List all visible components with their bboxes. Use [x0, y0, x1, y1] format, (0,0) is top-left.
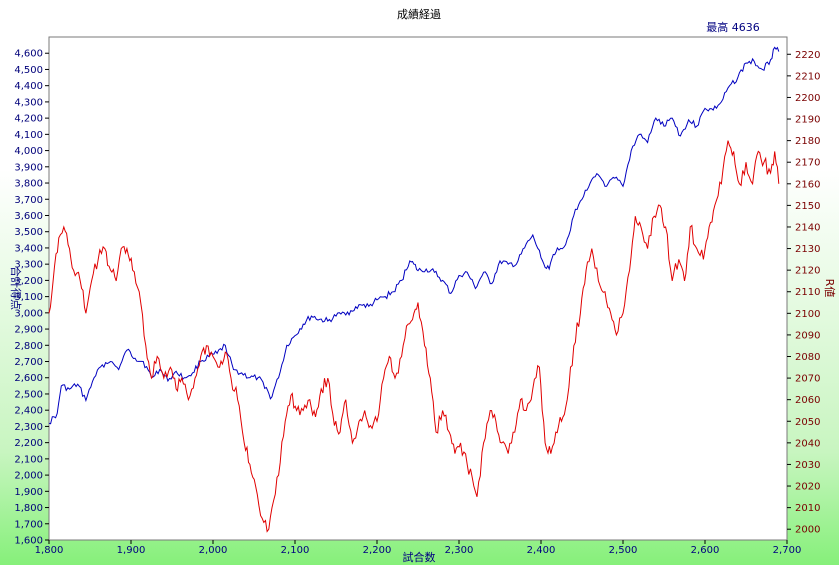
right-axis-title: R値 — [823, 279, 836, 298]
right-tick-label: 2140 — [795, 222, 820, 233]
right-tick-label: 2020 — [795, 482, 820, 493]
right-tick-label: 2070 — [795, 374, 820, 385]
max-annotation: 最高 4636 — [706, 20, 760, 34]
chart-title: 成績経過 — [397, 7, 441, 21]
left-tick-label: 3,400 — [14, 243, 43, 254]
left-tick-label: 2,900 — [14, 325, 43, 336]
x-axis: 1,800 1,900 2,000 2,100 2,200 2,300 2,400 2,500… — [35, 540, 802, 556]
right-tick-label: 2130 — [795, 244, 820, 255]
left-tick-label: 2,600 — [14, 373, 43, 384]
left-tick-label: 3,500 — [14, 227, 43, 238]
left-tick-label: 4,500 — [14, 65, 43, 76]
left-axis: 1,600 1,700 1,800 1,900 2,000 2,100 2,200 2,300… — [14, 49, 49, 547]
left-tick-label: 1,800 — [14, 503, 43, 514]
left-tick-label: 2,100 — [14, 454, 43, 465]
series-group — [48, 46, 780, 533]
left-tick-label: 3,800 — [14, 179, 43, 190]
right-tick-label: 2050 — [795, 417, 820, 428]
right-tick-label: 2110 — [795, 287, 820, 298]
right-tick-label: 2060 — [795, 395, 820, 406]
x-tick-label: 2,000 — [199, 545, 228, 556]
right-tick-label: 2100 — [795, 309, 820, 320]
left-tick-label: 2,800 — [14, 341, 43, 352]
x-tick-label: 2,100 — [281, 545, 310, 556]
right-tick-label: 2150 — [795, 201, 820, 212]
left-tick-label: 3,600 — [14, 211, 43, 222]
right-tick-label: 2010 — [795, 503, 820, 514]
left-tick-label: 2,400 — [14, 406, 43, 417]
right-tick-label: 2030 — [795, 460, 820, 471]
left-tick-label: 3,200 — [14, 276, 43, 287]
plot-area — [48, 36, 788, 541]
x-tick-label: 2,200 — [363, 545, 392, 556]
left-tick-label: 3,100 — [14, 292, 43, 303]
left-tick-label: 2,200 — [14, 438, 43, 449]
x-tick-label: 1,900 — [117, 545, 146, 556]
left-tick-label: 2,500 — [14, 389, 43, 400]
right-tick-label: 2040 — [795, 438, 820, 449]
right-tick-label: 2180 — [795, 136, 820, 147]
x-tick-label: 1,800 — [35, 545, 64, 556]
right-tick-label: 2210 — [795, 71, 820, 82]
right-tick-label: 2090 — [795, 330, 820, 341]
left-tick-label: 4,600 — [14, 49, 43, 60]
left-tick-label: 4,200 — [14, 114, 43, 125]
right-tick-label: 2000 — [795, 525, 820, 536]
right-tick-label: 2120 — [795, 266, 820, 277]
left-tick-label: 4,400 — [14, 81, 43, 92]
right-tick-label: 2170 — [795, 158, 820, 169]
right-tick-label: 2160 — [795, 179, 820, 190]
x-tick-label: 2,300 — [445, 545, 474, 556]
r-value-line — [48, 140, 780, 533]
left-tick-label: 2,300 — [14, 422, 43, 433]
left-tick-label: 4,100 — [14, 130, 43, 141]
total-score-line — [48, 46, 780, 425]
left-tick-label: 1,900 — [14, 487, 43, 498]
left-tick-label: 4,000 — [14, 146, 43, 157]
left-tick-label: 3,700 — [14, 195, 43, 206]
left-tick-label: 2,000 — [14, 471, 43, 482]
left-tick-label: 3,900 — [14, 162, 43, 173]
x-tick-label: 2,600 — [691, 545, 720, 556]
right-tick-label: 2190 — [795, 115, 820, 126]
left-tick-label: 3,000 — [14, 308, 43, 319]
x-tick-label: 2,500 — [609, 545, 638, 556]
left-tick-label: 2,700 — [14, 357, 43, 368]
right-axis: 2000 2010 2020 2030 2040 2050 2060 2070 2080 2090… — [787, 50, 820, 536]
right-tick-label: 2080 — [795, 352, 820, 363]
x-axis-title: 試合数 — [403, 550, 436, 564]
left-axis-title: 合計得点 — [9, 266, 23, 310]
x-tick-label: 2,700 — [773, 545, 802, 556]
right-tick-label: 2220 — [795, 50, 820, 61]
left-tick-label: 3,300 — [14, 260, 43, 271]
left-tick-label: 1,700 — [14, 519, 43, 530]
left-tick-label: 4,300 — [14, 97, 43, 108]
right-tick-label: 2200 — [795, 93, 820, 104]
left-tick-label: 1,600 — [14, 536, 43, 547]
x-tick-label: 2,400 — [527, 545, 556, 556]
